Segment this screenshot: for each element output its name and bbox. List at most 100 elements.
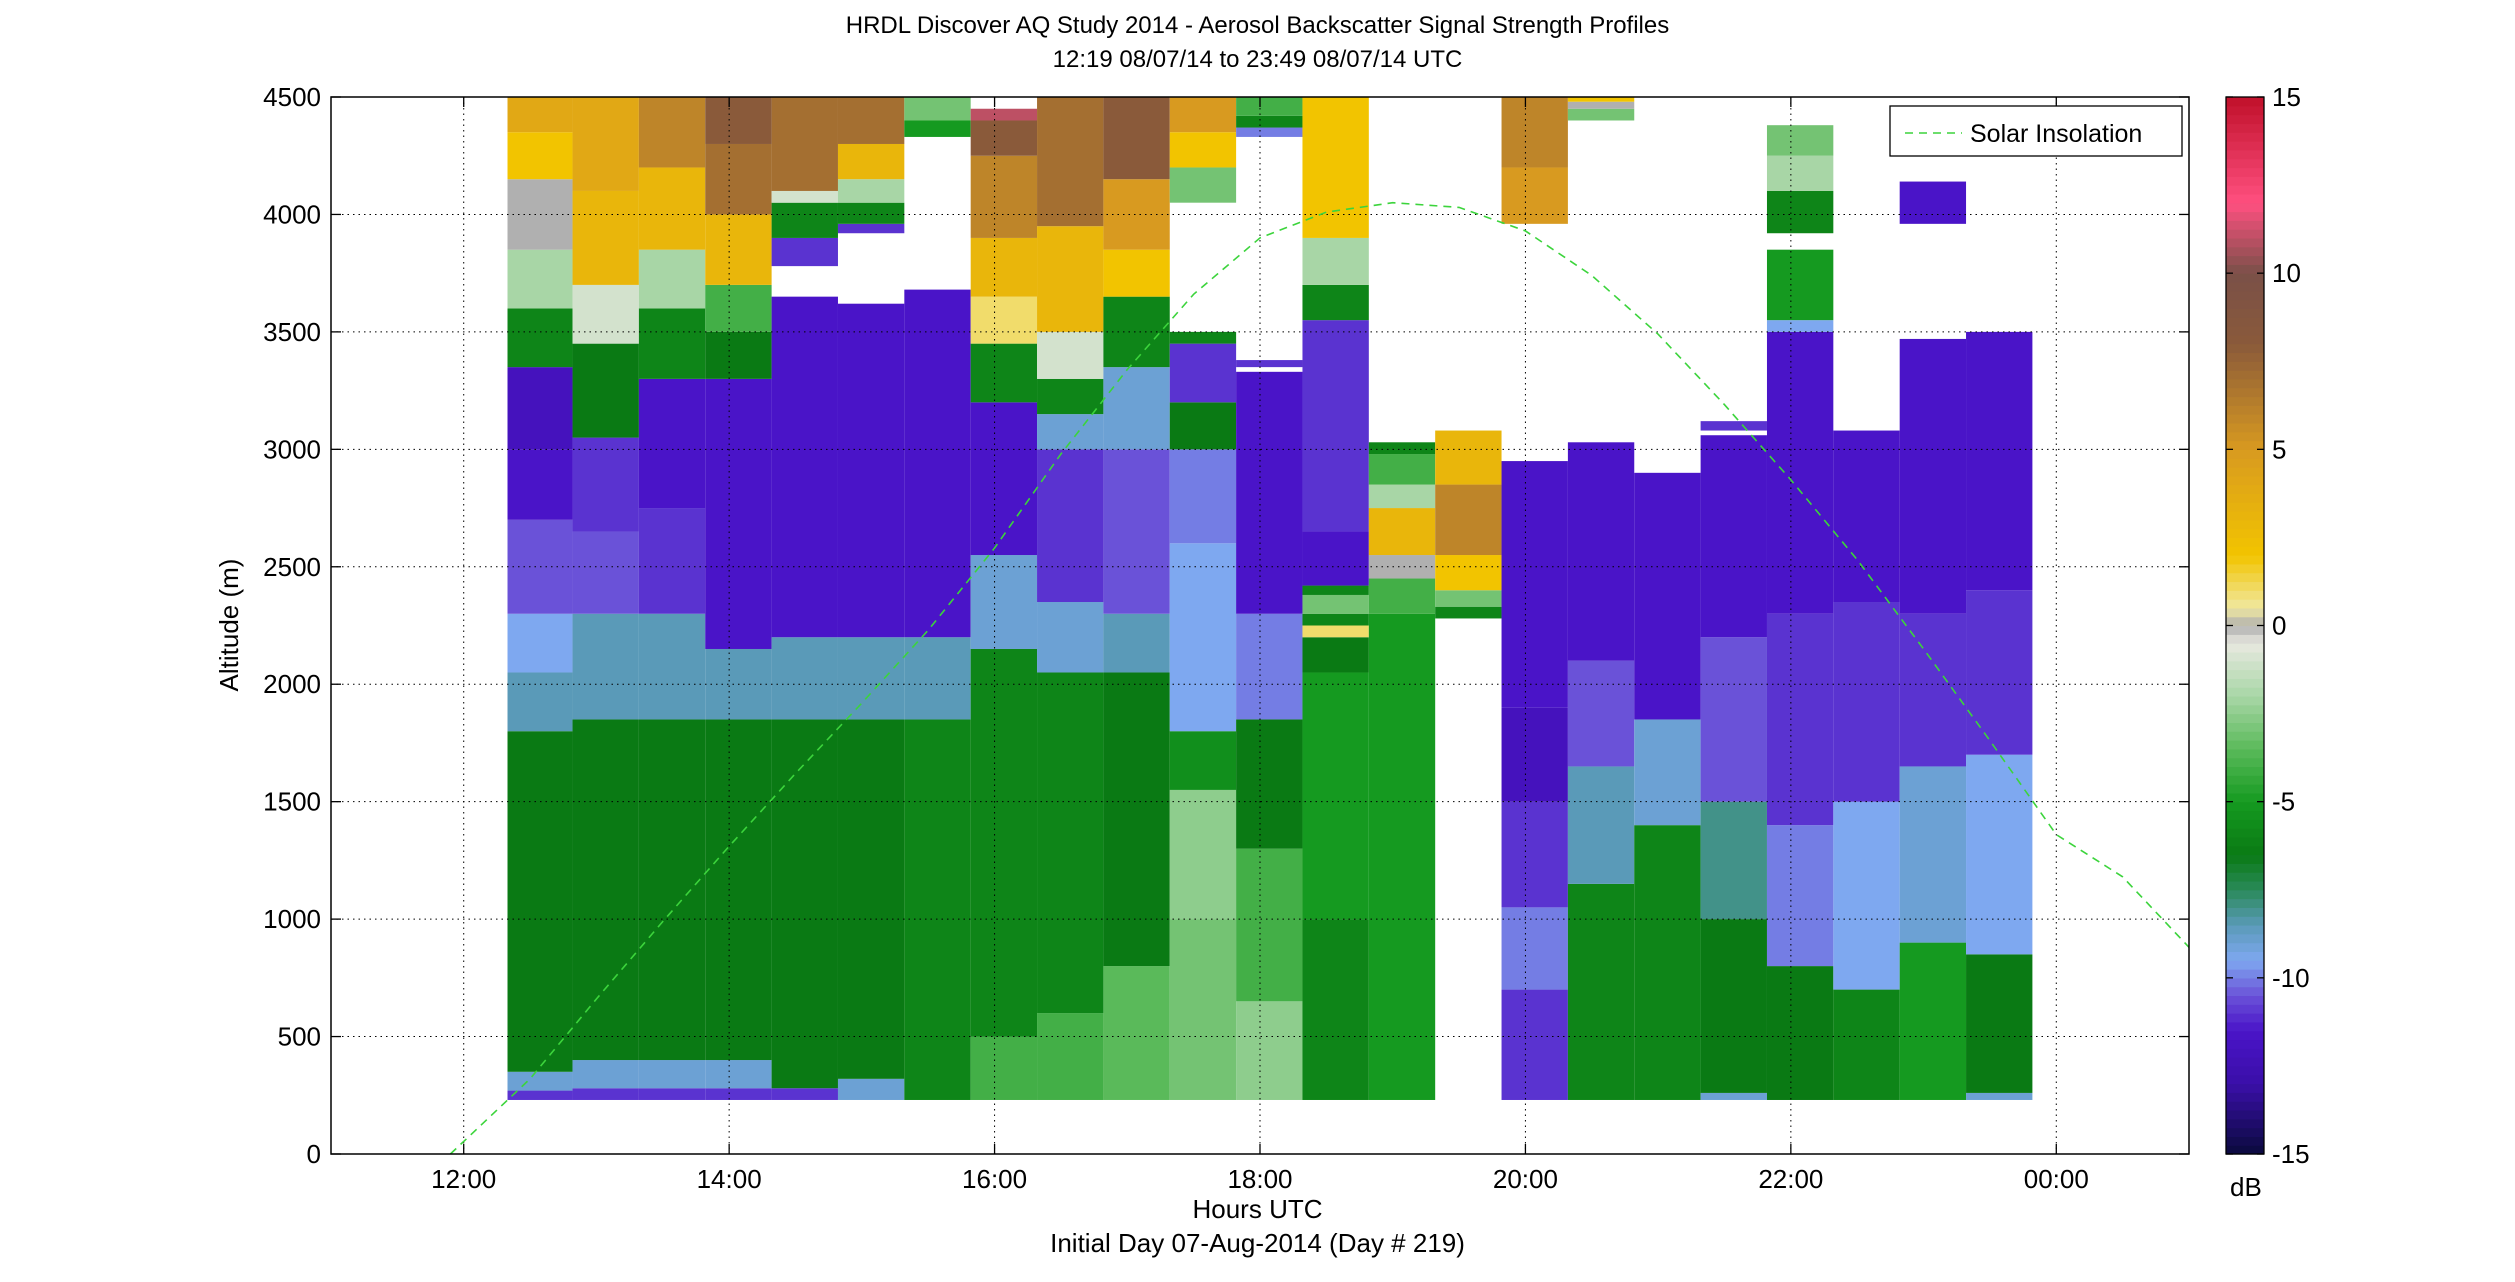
profile-0-segment-2 bbox=[507, 731, 573, 1072]
profile-7-segment-9 bbox=[970, 108, 1038, 121]
profile-19-segment-8 bbox=[1766, 125, 1834, 156]
profile-7-segment-2 bbox=[970, 555, 1038, 649]
colorbar-swatch-25 bbox=[2226, 924, 2264, 935]
colorbar-swatch-100 bbox=[2226, 264, 2264, 274]
colorbar-swatch-77 bbox=[2226, 466, 2264, 477]
y-tick-label-0: 0 bbox=[307, 1139, 321, 1169]
profile-13-segment-6 bbox=[1368, 442, 1436, 455]
profile-21-segment-4 bbox=[1899, 181, 1967, 224]
colorbar-swatch-86 bbox=[2226, 387, 2264, 398]
colorbar-swatch-92 bbox=[2226, 334, 2264, 345]
profile-0-segment-8 bbox=[507, 308, 573, 368]
colorbar bbox=[2225, 96, 2265, 1155]
colorbar-swatch-61 bbox=[2226, 607, 2264, 618]
colorbar-swatch-98 bbox=[2226, 281, 2264, 292]
colorbar-swatch-13 bbox=[2226, 1030, 2264, 1041]
profile-18-segment-2 bbox=[1700, 801, 1767, 920]
profile-10-segment-1 bbox=[1169, 789, 1237, 920]
profile-22-segment-0 bbox=[1966, 1092, 2033, 1100]
profile-9-segment-8 bbox=[1103, 97, 1170, 180]
colorbar-swatch-26 bbox=[2226, 916, 2264, 926]
colorbar-swatch-64 bbox=[2226, 581, 2264, 591]
colorbar-swatch-44 bbox=[2226, 757, 2264, 768]
colorbar-swatch-93 bbox=[2226, 326, 2264, 336]
profile-10-segment-9 bbox=[1169, 132, 1237, 168]
profile-3-segment-0 bbox=[705, 1088, 772, 1100]
colorbar-swatch-69 bbox=[2226, 537, 2264, 547]
colorbar-swatch-40 bbox=[2226, 792, 2264, 803]
profile-3-segment-2 bbox=[705, 719, 772, 1061]
y-tick-label-3: 1500 bbox=[263, 787, 321, 817]
profile-7-segment-7 bbox=[970, 155, 1038, 238]
profile-22-segment-1 bbox=[1966, 954, 2033, 1093]
y-tick-label-7: 3500 bbox=[263, 317, 321, 347]
colorbar-swatch-89 bbox=[2226, 361, 2264, 371]
profile-5-segment-1 bbox=[837, 719, 905, 1079]
colorbar-swatch-47 bbox=[2226, 731, 2264, 741]
colorbar-swatch-99 bbox=[2226, 273, 2264, 283]
colorbar-unit-label: dB bbox=[2230, 1172, 2262, 1202]
profile-0-segment-11 bbox=[507, 132, 573, 180]
profile-7-segment-0 bbox=[970, 1036, 1038, 1100]
backscatter-heatmap bbox=[507, 97, 2033, 1100]
colorbar-swatch-85 bbox=[2226, 396, 2264, 406]
profile-8-segment-4 bbox=[1037, 414, 1104, 450]
colorbar-swatch-51 bbox=[2226, 695, 2264, 706]
colorbar-swatch-76 bbox=[2226, 475, 2264, 486]
profile-14-segment-1 bbox=[1435, 590, 1502, 607]
colorbar-swatch-118 bbox=[2226, 105, 2264, 116]
y-tick-label-9: 4500 bbox=[263, 82, 321, 112]
colorbar-swatch-107 bbox=[2226, 202, 2264, 213]
profile-1-segment-6 bbox=[572, 343, 639, 438]
colorbar-swatch-29 bbox=[2226, 889, 2264, 900]
colorbar-swatch-12 bbox=[2226, 1039, 2264, 1049]
colorbar-swatch-115 bbox=[2226, 132, 2264, 142]
profile-6-segment-3 bbox=[904, 120, 971, 137]
profile-10-segment-2 bbox=[1169, 731, 1237, 790]
profile-15-segment-4 bbox=[1501, 461, 1568, 708]
colorbar-swatch-73 bbox=[2226, 502, 2264, 512]
profile-2-segment-7 bbox=[638, 249, 706, 309]
profile-15-segment-3 bbox=[1501, 707, 1568, 802]
colorbar-swatch-5 bbox=[2226, 1101, 2264, 1111]
profile-9-segment-2 bbox=[1103, 613, 1170, 673]
profile-22-segment-3 bbox=[1966, 590, 2033, 755]
profile-15-segment-2 bbox=[1501, 801, 1568, 908]
x-tick-label-5: 22:00 bbox=[1758, 1164, 1823, 1194]
profile-3-segment-9 bbox=[705, 97, 772, 144]
profile-1-segment-0 bbox=[572, 1088, 639, 1100]
colorbar-swatch-21 bbox=[2226, 960, 2264, 970]
colorbar-swatch-49 bbox=[2226, 713, 2264, 723]
profile-1-segment-3 bbox=[572, 613, 639, 720]
colorbar-swatch-23 bbox=[2226, 942, 2264, 953]
profile-5-segment-0 bbox=[837, 1078, 905, 1100]
profile-2-segment-2 bbox=[638, 719, 706, 1061]
profile-11-segment-1 bbox=[1236, 848, 1303, 1002]
profile-2-segment-8 bbox=[638, 167, 706, 250]
profile-7-segment-4 bbox=[970, 343, 1038, 403]
profile-0-segment-12 bbox=[507, 97, 573, 133]
colorbar-tick-label-3: 0 bbox=[2272, 611, 2286, 641]
profile-14-segment-3 bbox=[1435, 484, 1502, 556]
profile-1-segment-1 bbox=[572, 1060, 639, 1089]
x-tick-label-2: 16:00 bbox=[962, 1164, 1027, 1194]
profile-4-segment-7 bbox=[771, 97, 838, 191]
profile-8-segment-1 bbox=[1037, 672, 1104, 1014]
profile-19-segment-4 bbox=[1766, 320, 1834, 332]
profile-10-segment-7 bbox=[1169, 331, 1237, 344]
profile-17-segment-2 bbox=[1634, 472, 1701, 720]
colorbar-swatch-67 bbox=[2226, 555, 2264, 565]
profile-15-segment-5 bbox=[1501, 167, 1568, 224]
legend-box: Solar Insolation bbox=[1889, 105, 2183, 157]
profile-13-segment-2 bbox=[1368, 555, 1436, 579]
profile-8-segment-7 bbox=[1037, 226, 1104, 332]
colorbar-swatch-111 bbox=[2226, 167, 2264, 177]
profile-3-segment-5 bbox=[705, 331, 772, 379]
profile-12-segment-0 bbox=[1302, 919, 1369, 1100]
profile-15-segment-6 bbox=[1501, 97, 1568, 168]
profile-16-segment-4 bbox=[1567, 108, 1635, 121]
colorbar-swatch-2 bbox=[2226, 1127, 2264, 1137]
profile-7-segment-3 bbox=[970, 402, 1038, 556]
profile-19-segment-0 bbox=[1766, 966, 1834, 1100]
